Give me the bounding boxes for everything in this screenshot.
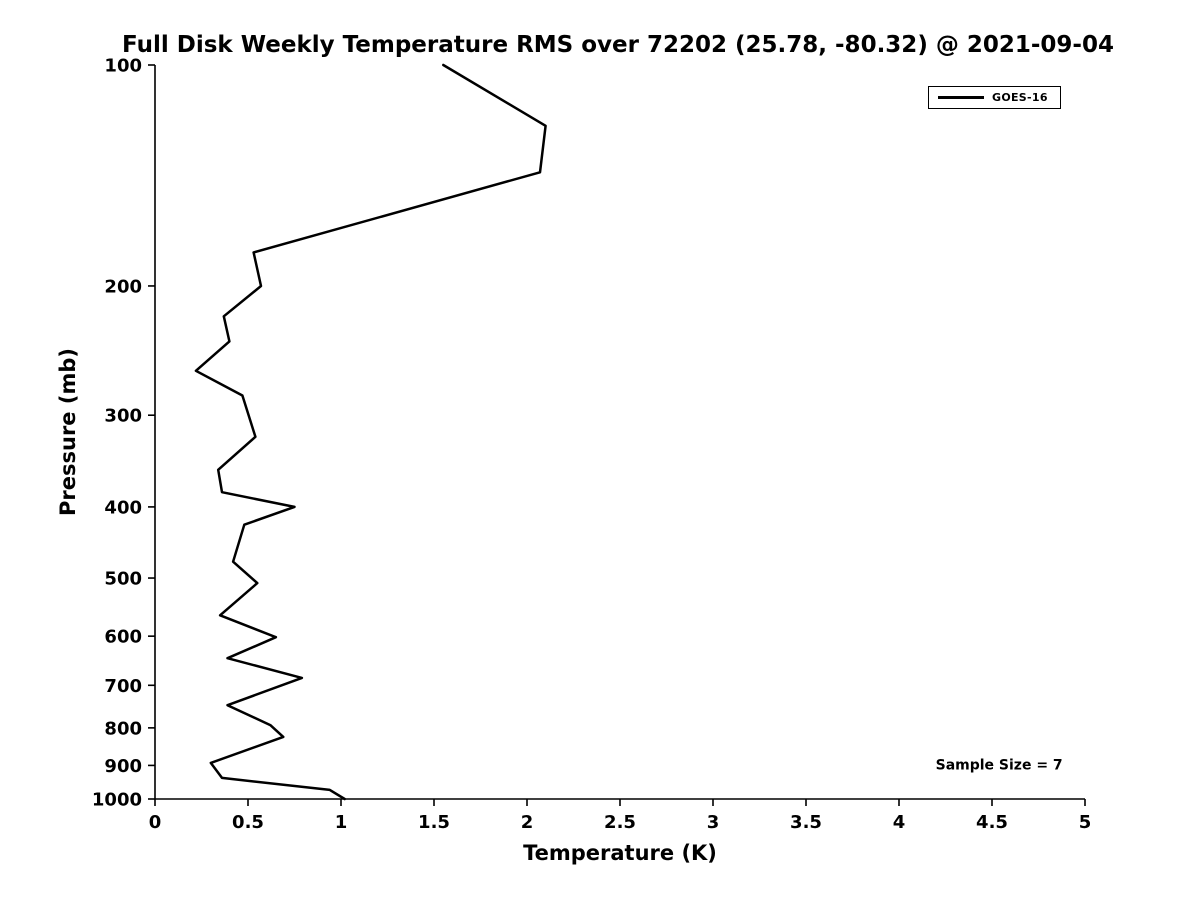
legend-label: GOES-16: [992, 91, 1048, 104]
x-tick-label: 0: [149, 812, 162, 833]
y-tick-label: 700: [104, 676, 142, 697]
y-tick-label: 800: [104, 718, 142, 739]
y-tick-label: 200: [104, 276, 142, 297]
x-tick-label: 1: [335, 812, 348, 833]
y-tick-label: 100: [104, 56, 142, 77]
sample-size-annotation: Sample Size = 7: [936, 757, 1063, 773]
legend-line-swatch: [938, 96, 984, 99]
x-tick-label: 1.5: [418, 812, 450, 833]
y-tick-label: 300: [104, 406, 142, 427]
y-tick-label: 1000: [92, 790, 142, 811]
y-tick-label: 600: [104, 627, 142, 648]
y-tick-label: 500: [104, 569, 142, 590]
legend: GOES-16: [928, 86, 1061, 109]
x-tick-label: 3.5: [790, 812, 822, 833]
series-line-goes-16: [194, 63, 547, 801]
chart-title: Full Disk Weekly Temperature RMS over 72…: [122, 32, 1114, 58]
x-tick-label: 2: [521, 812, 534, 833]
x-tick-label: 4: [893, 812, 906, 833]
x-tick-label: 2.5: [604, 812, 636, 833]
x-tick-label: 4.5: [976, 812, 1008, 833]
y-tick-label: 900: [104, 756, 142, 777]
y-tick-label: 400: [104, 497, 142, 518]
x-tick-label: 0.5: [232, 812, 264, 833]
x-axis-label: Temperature (K): [523, 841, 717, 865]
x-tick-label: 5: [1079, 812, 1092, 833]
x-tick-label: 3: [707, 812, 720, 833]
axes-spines: [154, 65, 1085, 800]
